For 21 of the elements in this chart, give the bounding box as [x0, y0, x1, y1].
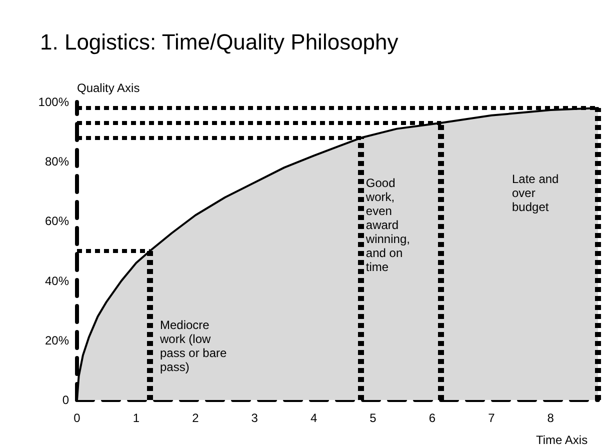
y-tick-label: 60% [44, 214, 70, 228]
annotation: Good work, even award winning, and on time [364, 176, 410, 274]
x-tick-label: 1 [132, 411, 140, 425]
x-tick-label: 6 [428, 411, 436, 425]
x-tick-label: 0 [74, 411, 81, 425]
x-tick-label: 7 [488, 411, 496, 425]
x-tick-label: 2 [192, 411, 200, 425]
chart-title: 1. Logistics: Time/Quality Philosophy [40, 30, 398, 54]
y-tick-label: 20% [44, 333, 70, 348]
annotation: Late and over budget [512, 172, 559, 214]
y-axis-title: Quality Axis [77, 81, 140, 95]
x-tick-label: 3 [251, 411, 258, 425]
y-tick-label: 0 [62, 393, 70, 407]
y-tick-label: 100% [38, 95, 70, 109]
x-axis-title: Time Axis [536, 433, 588, 446]
x-tick-label: 5 [370, 411, 377, 425]
y-tick-label: 40% [44, 274, 70, 288]
x-tick-label: 8 [547, 411, 554, 425]
x-tick-label: 4 [310, 411, 318, 425]
y-tick-label: 80% [44, 154, 70, 169]
annotation: Mediocre work (low pass or bare pass) [159, 318, 228, 374]
